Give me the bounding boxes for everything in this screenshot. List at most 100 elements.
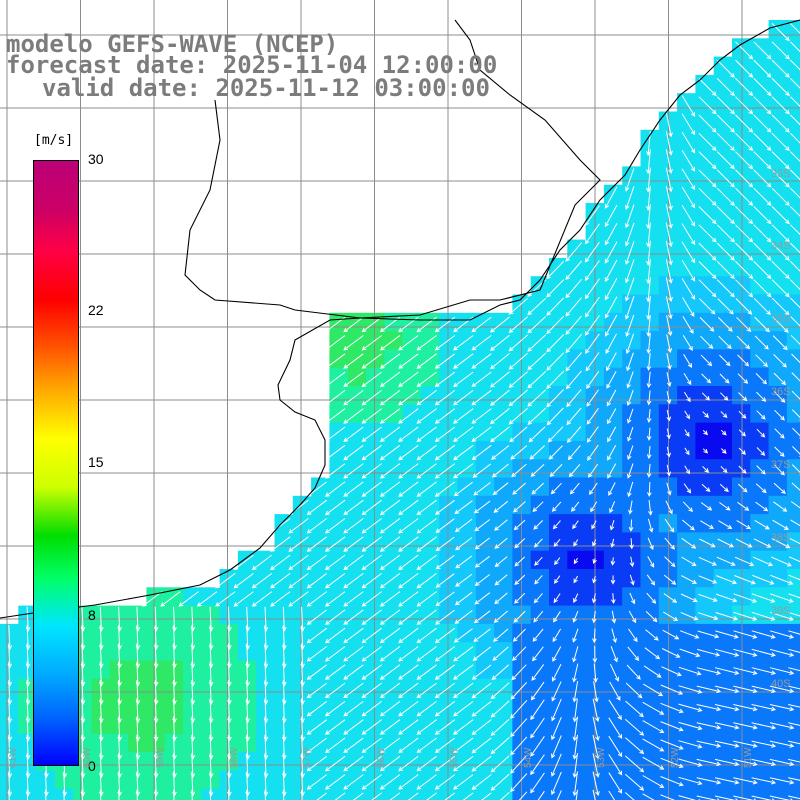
wind-arrow [608, 699, 622, 721]
wind-arrow [751, 758, 777, 767]
wind-cell [786, 550, 800, 570]
wind-arrow [720, 411, 728, 419]
wind-arrow [553, 593, 561, 604]
wind-arrow [591, 520, 597, 530]
wind-cell [786, 349, 800, 369]
wind-arrow [681, 241, 696, 264]
wind-arrow [716, 78, 735, 97]
wind-arrow [537, 790, 545, 800]
wind-arrow [646, 167, 651, 193]
wind-arrow [549, 464, 563, 478]
wind-cell [603, 788, 623, 800]
wind-arrow [584, 260, 600, 281]
wind-arrow [398, 591, 419, 607]
wind-arrow [343, 481, 364, 497]
wind-arrow [665, 130, 673, 156]
wind-arrow [629, 556, 635, 568]
wind-arrow [752, 574, 775, 585]
wind-arrow [625, 186, 635, 210]
wind-arrow [306, 609, 327, 625]
wind-arrow [736, 520, 751, 530]
wind-arrow [592, 771, 600, 797]
wind-arrow [306, 627, 327, 644]
wind-arrow [738, 429, 746, 437]
wind-arrow [324, 499, 346, 516]
wind-arrow [735, 279, 754, 298]
wind-arrow [644, 647, 661, 660]
wind-arrow [751, 740, 777, 748]
wind-arrow [572, 771, 578, 797]
wind-arrow [512, 482, 527, 495]
wind-arrow [324, 426, 346, 443]
wind-arrow [735, 538, 753, 548]
lat-label: 34S [771, 240, 791, 252]
wind-arrow [513, 519, 526, 531]
wind-arrow [324, 335, 346, 351]
wind-arrow [680, 593, 698, 603]
wind-arrow [398, 499, 419, 516]
wind-arrow [678, 758, 703, 767]
wind-arrow [769, 758, 795, 767]
wind-arrow [665, 149, 673, 174]
wind-arrow [565, 333, 582, 354]
wind-arrow [769, 630, 795, 639]
wind-arrow [682, 316, 694, 334]
wind-arrow [626, 390, 634, 407]
wind-arrow [361, 353, 382, 369]
wind-cell [786, 587, 800, 607]
wind-arrow [790, 59, 800, 71]
wind-arrow [769, 795, 793, 800]
wind-arrow [361, 426, 382, 443]
wind-arrow [717, 298, 734, 315]
wind-arrow [288, 536, 309, 552]
wind-arrow [608, 754, 623, 776]
wind-arrow [398, 701, 419, 717]
wind-arrow [489, 353, 510, 370]
wind-arrow [681, 168, 696, 191]
wind-arrow [566, 426, 582, 443]
wind-arrow [683, 483, 692, 494]
wind-arrow [696, 667, 722, 675]
wind-cell [786, 148, 800, 167]
wind-arrow [735, 242, 754, 261]
wind-arrow [608, 735, 623, 758]
wind-arrow [532, 646, 544, 662]
wind-arrow [324, 609, 346, 625]
wind-arrow [324, 664, 346, 680]
wind-arrow [8, 789, 10, 800]
wind-cell [786, 715, 800, 735]
wind-arrow [434, 426, 456, 443]
colorbar-tick-0: 0 [88, 758, 96, 774]
wind-arrow [434, 627, 456, 644]
wind-arrow [584, 241, 600, 263]
wind-arrow [416, 481, 437, 497]
wind-arrow [324, 353, 346, 369]
wind-arrow [513, 610, 526, 623]
wind-arrow [471, 335, 492, 351]
wind-arrow [698, 279, 717, 298]
wind-arrow [416, 627, 437, 644]
wind-arrow [434, 408, 456, 424]
wind-arrow [756, 410, 766, 420]
wind-arrow [474, 519, 491, 532]
wind-arrow [754, 335, 769, 350]
wind-arrow [772, 335, 788, 351]
wind-arrow [751, 795, 775, 800]
wind-arrow [605, 314, 618, 337]
wind-arrow [664, 537, 675, 550]
wind-arrow [490, 426, 510, 443]
wind-arrow [790, 501, 800, 509]
wind-arrow [343, 701, 364, 717]
wind-arrow [592, 753, 600, 778]
wind-arrow [343, 609, 364, 625]
wind-arrow [698, 242, 717, 261]
wind-arrow [361, 408, 382, 424]
wind-arrow [696, 685, 722, 694]
wind-arrow [530, 754, 545, 776]
wind-arrow [99, 789, 102, 800]
wind-arrow [398, 554, 419, 571]
wind-arrow [608, 717, 623, 739]
wind-arrow [573, 557, 579, 565]
wind-arrow [565, 242, 582, 262]
